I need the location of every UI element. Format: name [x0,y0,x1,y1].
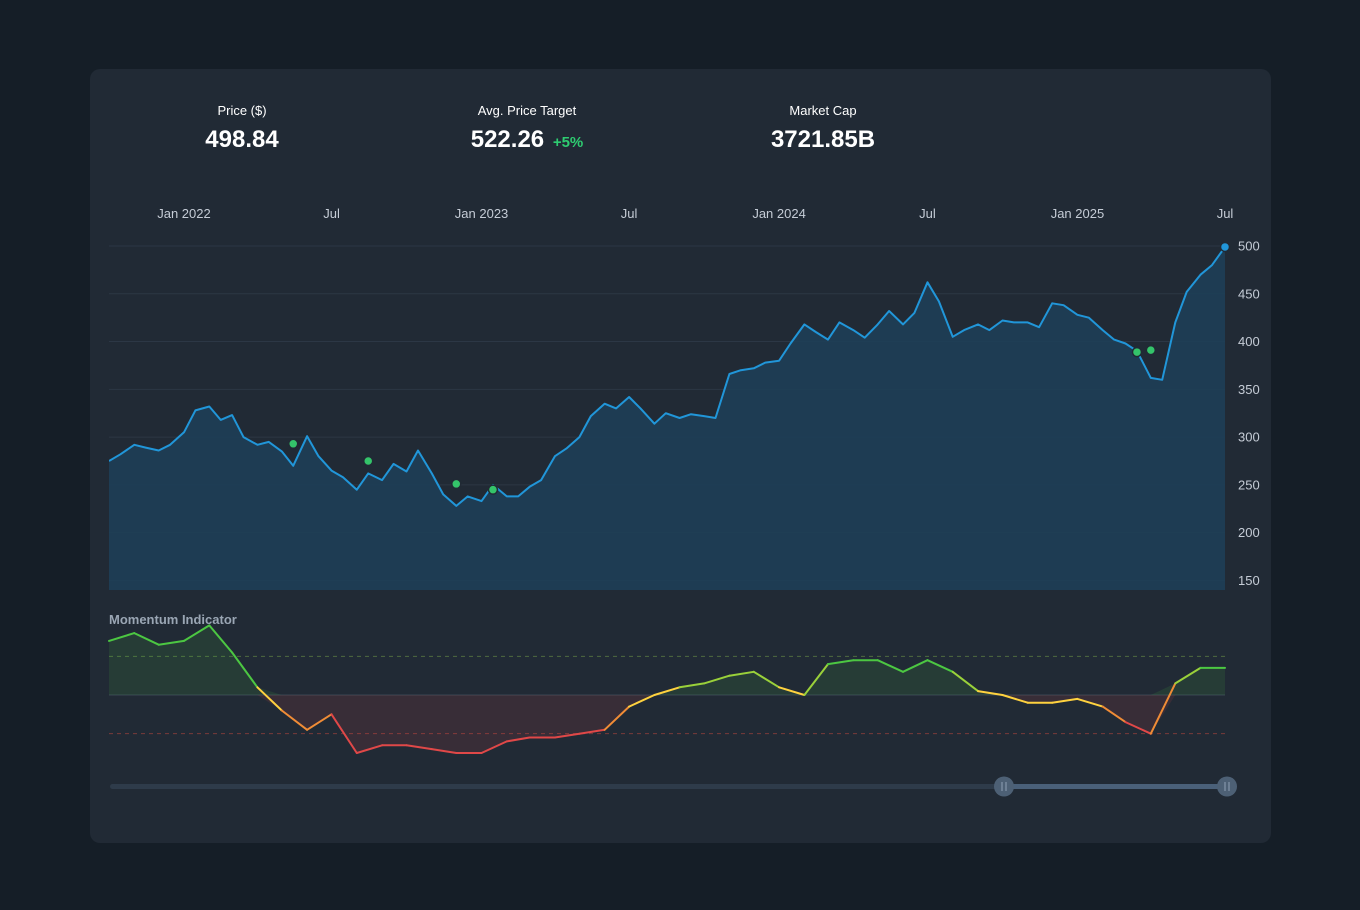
momentum-line-segment [505,736,531,743]
momentum-line-segment [703,674,731,685]
stat-price-value: 498.84 [192,125,292,155]
signal-marker [487,484,499,495]
x-tick-label: Jan 2023 [455,206,509,221]
signal-marker [1145,344,1157,356]
momentum-line-segment [752,670,781,689]
signal-marker [287,438,299,450]
momentum-line-segment [827,659,855,666]
y-tick-label: 200 [1238,525,1260,540]
momentum-line-segment [678,682,706,689]
momentum-line-segment [208,624,234,654]
momentum-line-segment [480,740,508,754]
momentum-line-segment [405,744,433,751]
x-tick-label: Jul [323,206,340,221]
stat-target-label: Avg. Price Target [477,103,577,118]
momentum-title: Momentum Indicator [109,612,237,627]
stat-cap-value: 3721.85B [758,125,888,155]
momentum-line-segment [977,690,1004,696]
range-slider[interactable] [110,776,1237,797]
momentum-negative-fill [109,695,1225,753]
y-tick-label: 450 [1238,286,1260,301]
signal-marker [451,478,462,490]
momentum-line-segment [1101,705,1127,724]
y-tick-label: 150 [1238,573,1260,588]
x-axis: Jan 2022 Jul Jan 2023 Jul Jan 2024 Jul Jan 202… [157,206,1233,221]
slider-handle-right[interactable] [1217,776,1237,797]
stat-price-label: Price ($) [217,103,267,118]
price-line [109,246,1226,507]
momentum-line-segment [1124,721,1152,735]
momentum-line-segment [231,651,259,689]
momentum-line-segment [902,659,929,673]
y-tick-label: 400 [1238,334,1260,349]
momentum-line-segment [355,744,384,754]
x-tick-label: Jul [919,206,936,221]
y-tick-label: 250 [1238,477,1260,492]
momentum-line-segment [778,686,806,696]
stat-target-number: 522.26 [470,126,545,153]
momentum-line-segment [430,748,458,754]
momentum-line-segment [183,624,211,642]
x-tick-label: Jan 2022 [157,206,211,221]
stat-cap: Market Cap 3721.85B [758,103,888,155]
momentum-line-segment [256,686,283,712]
x-tick-label: Jul [1217,206,1234,221]
price-markers [287,241,1231,495]
momentum-line-segment [1001,694,1029,704]
slider-track[interactable] [110,784,1227,789]
stat-target: Avg. Price Target 522.26 +5% [452,103,602,158]
momentum-line-segment [280,709,309,731]
price-area-fill [109,247,1225,590]
momentum-line-segment [926,659,954,673]
momentum-line-segment [1149,682,1177,735]
momentum-line-segment [728,670,755,677]
signal-marker [1131,346,1143,358]
momentum-line-segment [578,728,606,735]
momentum-line-segment [1076,697,1104,708]
momentum-line-segment [1051,697,1079,704]
slider-selection[interactable] [1004,784,1227,789]
price-area [109,246,1226,590]
stat-price: Price ($) 498.84 [192,103,292,155]
momentum-line-segment [1174,666,1202,685]
momentum-panel [108,624,1226,754]
y-tick-label: 300 [1238,430,1260,445]
x-tick-label: Jul [621,206,638,221]
slider-handle-left[interactable] [994,776,1014,797]
momentum-line-segment [133,632,160,646]
momentum-positive-fill [109,625,1225,695]
momentum-line-segment [653,686,681,696]
momentum-line-segment [803,663,829,696]
x-tick-label: Jan 2024 [752,206,806,221]
momentum-line-segment [306,713,333,731]
signal-marker [362,455,374,467]
momentum-line-segment [603,705,631,731]
x-tick-label: Jan 2025 [1051,206,1105,221]
latest-price-marker [1219,241,1231,253]
momentum-line-segment [553,732,581,739]
momentum-line-segment [157,639,185,646]
stat-target-delta: +5% [552,134,584,151]
y-tick-label: 350 [1238,382,1260,397]
y-tick-label: 500 [1238,239,1260,254]
momentum-line-segment [876,659,904,673]
stat-cap-number: 3721.85B [770,126,876,153]
stat-cap-label: Market Cap [789,103,857,118]
stat-price-number: 498.84 [205,126,279,153]
momentum-line-segment [628,694,656,708]
momentum-line-segment [108,632,136,642]
stat-target-value: 522.26 +5% [452,125,602,158]
momentum-line-segment [951,670,979,693]
momentum-line-segment [330,713,358,754]
